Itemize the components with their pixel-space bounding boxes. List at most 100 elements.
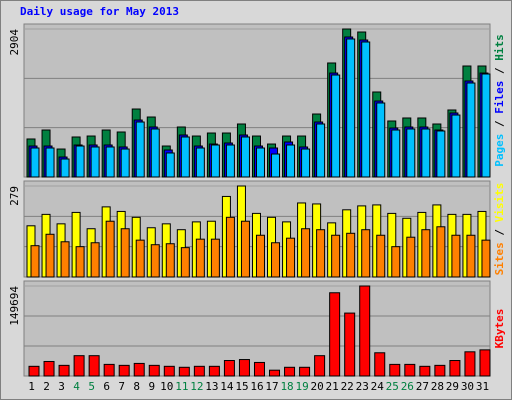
legend: KBytes xyxy=(493,309,506,349)
x-tick-label: 16 xyxy=(250,380,263,393)
bar xyxy=(225,216,235,278)
x-tick-label: 4 xyxy=(73,380,80,393)
x-tick-label: 3 xyxy=(58,380,65,393)
x-tick-label: 10 xyxy=(160,380,173,393)
bar xyxy=(344,312,356,377)
bar xyxy=(406,236,416,278)
bar xyxy=(178,366,190,377)
bar xyxy=(436,130,446,178)
x-tick-label: 20 xyxy=(311,380,324,393)
x-tick-label: 22 xyxy=(341,380,354,393)
legend-entry: Pages xyxy=(493,134,506,167)
bar xyxy=(316,229,326,278)
x-tick-label: 26 xyxy=(401,380,414,393)
bar xyxy=(195,147,205,178)
bar xyxy=(135,121,145,178)
bar xyxy=(464,351,476,377)
bar xyxy=(479,349,491,377)
bar xyxy=(180,136,190,178)
bar xyxy=(180,247,190,278)
bar xyxy=(120,148,130,178)
bar xyxy=(284,366,296,377)
bar xyxy=(73,355,85,377)
x-tick-label: 1 xyxy=(28,380,35,393)
y-tick-label: 2904 xyxy=(8,29,21,56)
bar xyxy=(58,364,70,377)
x-tick-label: 6 xyxy=(103,380,110,393)
x-tick-label: 31 xyxy=(476,380,489,393)
bar xyxy=(391,129,401,178)
x-tick-label: 18 xyxy=(280,380,293,393)
bar xyxy=(434,364,446,377)
x-tick-label: 24 xyxy=(371,380,385,393)
x-tick-label: 9 xyxy=(148,380,155,393)
bar xyxy=(253,361,265,377)
x-tick-label: 13 xyxy=(205,380,218,393)
bar xyxy=(210,144,220,178)
legend-entry: Sites xyxy=(493,242,506,275)
bar xyxy=(45,233,55,278)
y-tick-label: 279 xyxy=(8,186,21,206)
bar xyxy=(331,74,341,178)
bar xyxy=(481,239,491,278)
bar xyxy=(449,360,461,377)
x-tick-label: 14 xyxy=(220,380,234,393)
bar xyxy=(165,152,175,178)
bar xyxy=(255,147,265,178)
bar xyxy=(75,145,85,178)
bar xyxy=(404,363,416,377)
x-tick-label: 30 xyxy=(461,380,474,393)
legend-separator: / xyxy=(493,114,506,134)
legend-entry: Visits xyxy=(493,183,506,223)
bar xyxy=(389,363,401,377)
bar xyxy=(301,228,311,278)
legend-entry: Hits xyxy=(493,34,506,61)
bar xyxy=(374,352,386,377)
x-tick-label: 7 xyxy=(118,380,125,393)
bar xyxy=(30,147,40,178)
bar xyxy=(120,228,130,278)
bar xyxy=(88,355,100,377)
bar xyxy=(376,234,386,278)
bar xyxy=(271,242,281,278)
bar xyxy=(90,146,100,178)
bar xyxy=(299,366,311,377)
bar xyxy=(314,355,326,377)
bar xyxy=(436,226,446,278)
bar xyxy=(193,365,205,377)
bar xyxy=(103,363,115,377)
bar xyxy=(451,114,461,178)
bar xyxy=(208,365,220,377)
x-tick-label: 21 xyxy=(326,380,339,393)
bar xyxy=(75,246,85,278)
bar xyxy=(45,147,55,178)
bar xyxy=(286,144,296,178)
chart-title: Daily usage for May 2013 xyxy=(20,5,179,18)
bar xyxy=(255,234,265,278)
bar xyxy=(361,41,371,178)
bar xyxy=(238,359,250,377)
bar xyxy=(391,246,401,278)
bar xyxy=(148,364,160,377)
x-tick-label: 19 xyxy=(295,380,308,393)
x-tick-label: 28 xyxy=(431,380,444,393)
bar xyxy=(60,241,70,278)
bar xyxy=(286,237,296,278)
x-tick-label: 2 xyxy=(43,380,50,393)
x-tick-label: 15 xyxy=(235,380,248,393)
x-tick-label: 11 xyxy=(175,380,188,393)
bar xyxy=(421,229,431,278)
bar xyxy=(240,136,250,178)
bar xyxy=(359,285,371,377)
bar xyxy=(210,238,220,278)
legend-separator: / xyxy=(493,61,506,81)
bar xyxy=(133,362,145,377)
x-tick-label: 8 xyxy=(133,380,140,393)
x-tick-label: 23 xyxy=(356,380,369,393)
bar xyxy=(346,232,356,278)
bar xyxy=(163,365,175,377)
bar xyxy=(135,239,145,278)
bar xyxy=(329,292,341,377)
